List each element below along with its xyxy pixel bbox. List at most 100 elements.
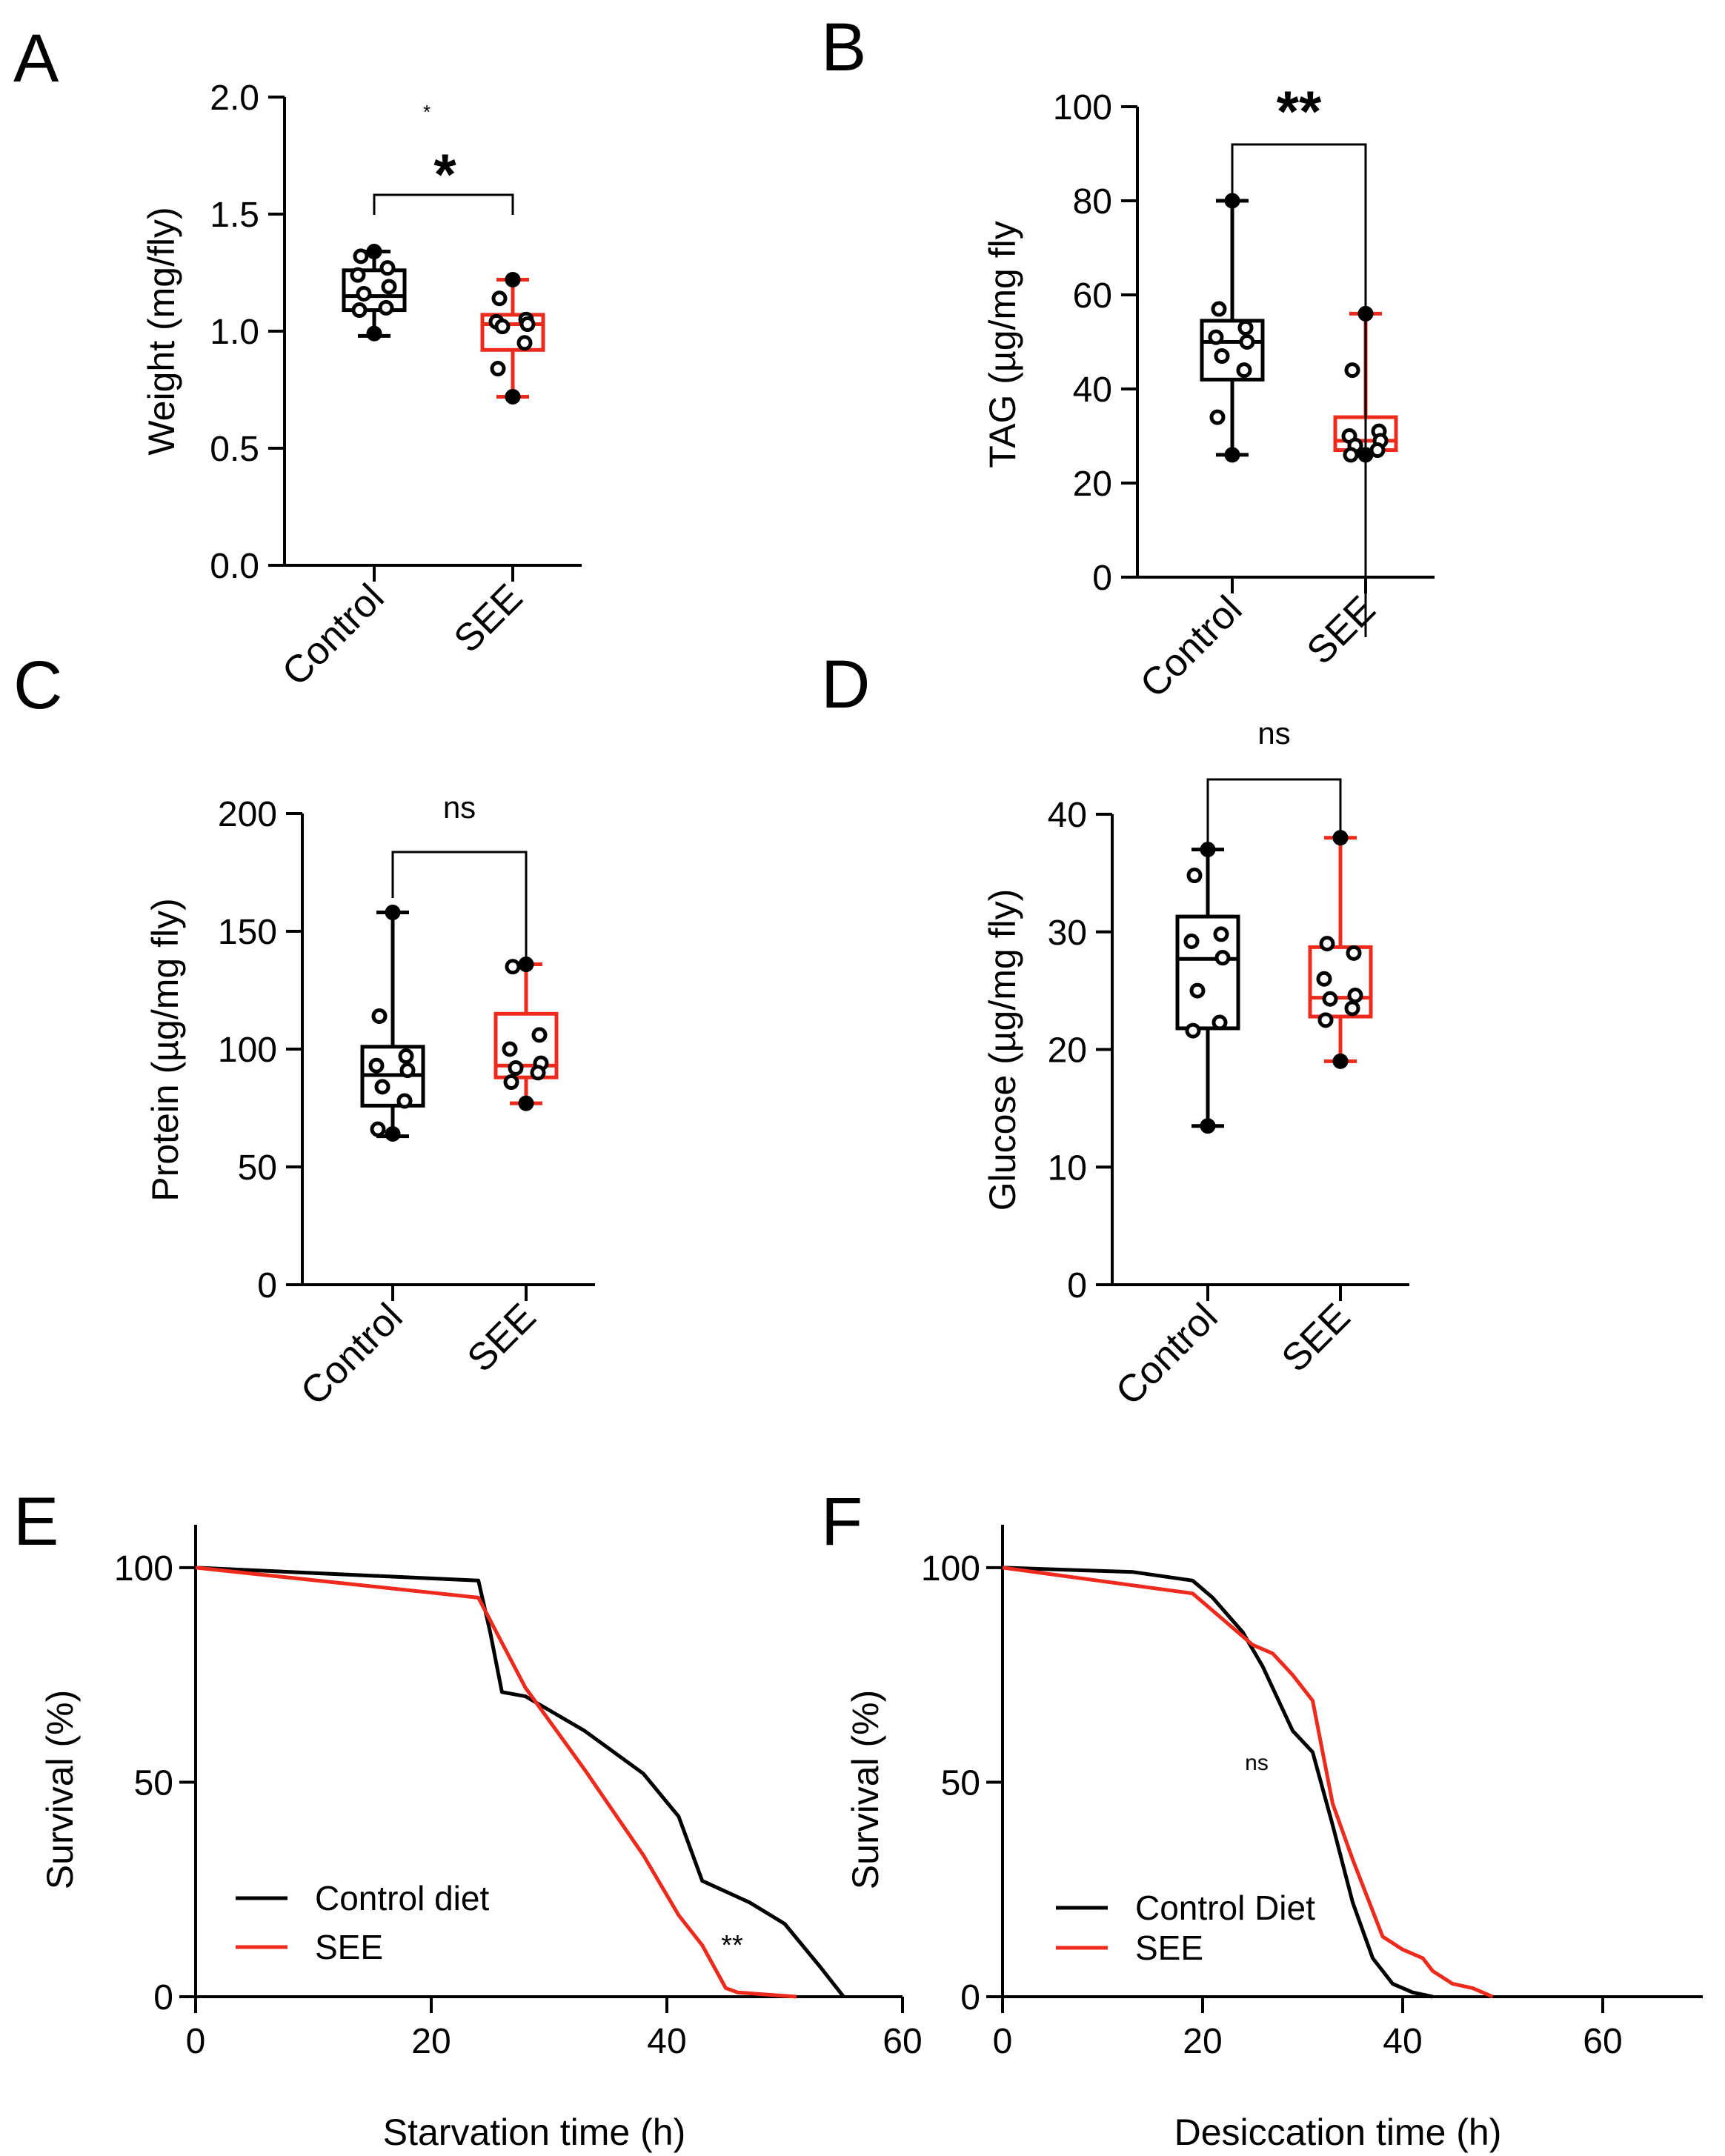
data-point (1238, 365, 1250, 376)
x-tick-label: 0 (993, 2022, 1013, 2061)
significance-bracket (1232, 144, 1366, 637)
data-point (520, 1097, 532, 1109)
y-tick-label: 40 (1048, 796, 1087, 835)
data-point (1191, 985, 1203, 997)
box-see (482, 273, 543, 402)
data-point (1212, 411, 1223, 423)
box-control (1202, 195, 1263, 461)
data-point (507, 961, 519, 973)
x-tick-label: SEE (1299, 588, 1384, 673)
data-point (1348, 947, 1360, 959)
data-point (520, 959, 532, 971)
data-point (532, 1067, 544, 1079)
data-point (387, 907, 399, 919)
data-point (504, 1043, 516, 1055)
y-tick-label: 200 (218, 795, 277, 834)
data-point (519, 337, 531, 349)
y-tick-label: 0.0 (210, 547, 259, 586)
y-axis-label: Survival (%) (39, 1690, 81, 1889)
data-point (1241, 336, 1253, 348)
data-point (492, 363, 504, 375)
x-tick-label: 60 (1583, 2022, 1622, 2061)
figure: A0.00.51.01.52.0Control SEEWeight (mg/fly… (0, 0, 1725, 2156)
data-point (1346, 365, 1358, 376)
y-tick-label: 80 (1073, 182, 1112, 222)
data-point (355, 250, 367, 262)
y-tick-label: 1.0 (210, 313, 259, 352)
data-point (1214, 1017, 1226, 1028)
y-tick-label: 150 (218, 913, 277, 952)
legend-label: SEE (1135, 1929, 1203, 1967)
data-point (510, 1062, 522, 1074)
panel-letter: F (821, 1484, 862, 1560)
data-point (373, 1010, 385, 1022)
y-tick-label: 0 (153, 1978, 173, 2017)
data-point (505, 1077, 517, 1088)
data-point (1240, 322, 1252, 333)
y-tick-label: 50 (238, 1148, 277, 1188)
data-point (1217, 952, 1229, 964)
data-point (1349, 989, 1361, 1001)
significance-label: * (433, 142, 456, 207)
significance-bracket (393, 852, 526, 957)
x-tick-label: Control (274, 576, 393, 694)
panel-letter: C (13, 648, 62, 723)
data-point (1345, 449, 1357, 461)
data-point (507, 390, 519, 402)
data-point (1210, 331, 1222, 343)
data-point (387, 1128, 399, 1139)
data-point (1213, 303, 1225, 315)
significance-label: ** (721, 1930, 743, 1961)
data-point (1335, 832, 1346, 844)
data-point (1324, 993, 1336, 1005)
data-point (1321, 938, 1333, 950)
data-point (1335, 1055, 1346, 1067)
data-point (353, 305, 365, 316)
y-tick-label: 0 (1092, 559, 1112, 598)
data-point (507, 273, 519, 285)
y-tick-label: 30 (1048, 914, 1087, 953)
data-point (496, 321, 508, 333)
box-control (1177, 844, 1238, 1132)
y-tick-label: 0 (1067, 1266, 1087, 1305)
data-point (382, 262, 393, 274)
box-see (496, 959, 556, 1110)
y-tick-label: 100 (1053, 88, 1112, 127)
significance-label: ns (1257, 716, 1290, 751)
y-tick-label: 0.5 (210, 430, 259, 469)
data-point (400, 1051, 412, 1062)
x-axis-label: Desiccation time (h) (1174, 2112, 1502, 2153)
box-see (1310, 832, 1371, 1068)
legend-label: SEE (315, 1928, 383, 1966)
y-axis-label: Weight (mg/fly) (141, 207, 182, 455)
y-tick-label: 40 (1073, 370, 1112, 410)
legend-label: Control diet (315, 1879, 489, 1917)
y-tick-label: 100 (921, 1549, 980, 1588)
data-point (1215, 928, 1227, 940)
data-point (402, 1065, 413, 1077)
y-tick-label: 2.0 (210, 79, 259, 118)
data-point (368, 327, 380, 339)
y-tick-label: 50 (134, 1763, 173, 1803)
y-tick-label: 20 (1048, 1031, 1087, 1071)
data-point (1186, 935, 1197, 947)
y-axis-label: Glucose (µg/mg fly) (982, 889, 1023, 1211)
series-line-see (1003, 1568, 1493, 1997)
y-tick-label: 100 (114, 1549, 173, 1588)
data-point (522, 319, 534, 330)
panel-letter: E (13, 1484, 59, 1560)
data-point (399, 1095, 411, 1107)
significance-bracket (1208, 779, 1340, 848)
x-axis-label: Starvation time (h) (383, 2112, 685, 2153)
data-point (1189, 870, 1200, 882)
data-point (1216, 350, 1228, 362)
x-tick-label: 20 (411, 2022, 451, 2061)
y-tick-label: 1.5 (210, 196, 259, 235)
panel-letter: B (821, 10, 866, 85)
data-point (493, 293, 505, 305)
significance-label: ** (1277, 79, 1322, 144)
significance-label: ns (443, 790, 476, 825)
y-tick-label: 10 (1048, 1148, 1087, 1188)
data-point (534, 1029, 545, 1041)
y-tick-label: 100 (218, 1031, 277, 1070)
